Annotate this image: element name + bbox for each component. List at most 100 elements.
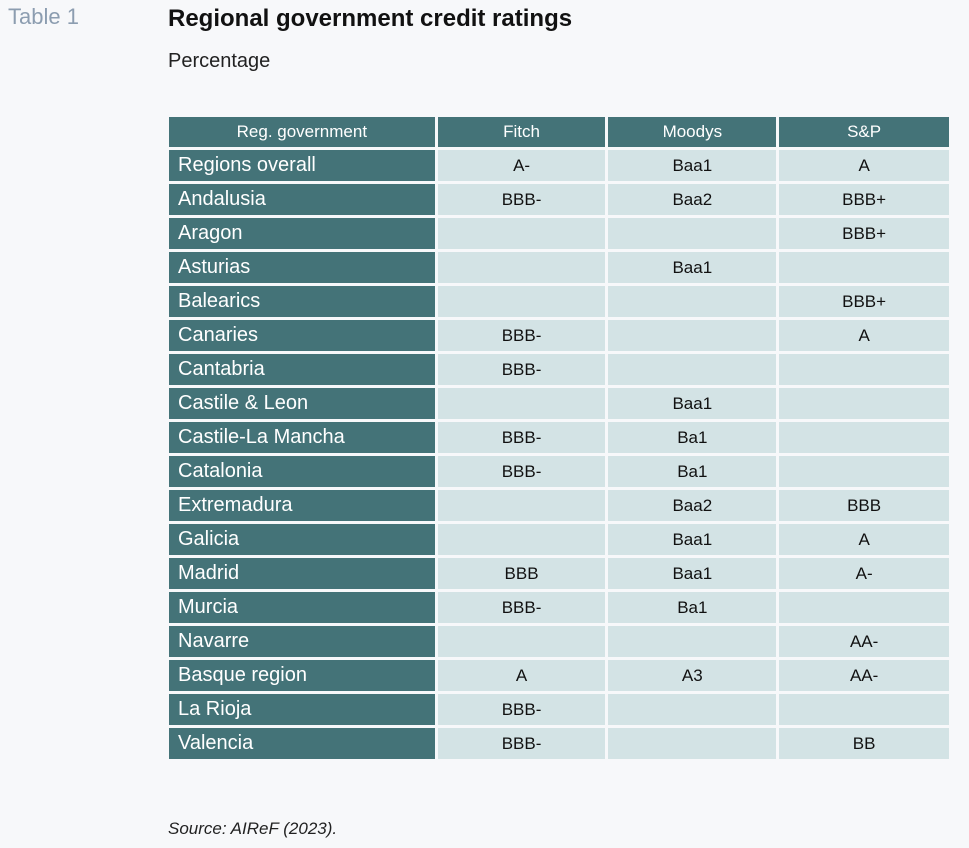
moodys-cell bbox=[608, 694, 777, 725]
fitch-cell: BBB bbox=[437, 558, 606, 589]
region-cell: Castile-La Mancha bbox=[169, 422, 435, 453]
moodys-cell bbox=[608, 354, 777, 385]
sp-cell bbox=[779, 592, 949, 623]
fitch-cell bbox=[437, 388, 606, 419]
header-sp: S&P bbox=[779, 117, 949, 147]
table-row: Valencia BBB- BB bbox=[169, 728, 949, 759]
table-row: Madrid BBB Baa1 A- bbox=[169, 558, 949, 589]
fitch-cell: A- bbox=[437, 150, 606, 181]
table-row: Canaries BBB- A bbox=[169, 320, 949, 351]
header-row: Reg. government Fitch Moodys S&P bbox=[169, 117, 949, 147]
table-subtitle: Percentage bbox=[168, 50, 271, 72]
fitch-cell: BBB- bbox=[437, 320, 606, 351]
table-row: Galicia Baa1 A bbox=[169, 524, 949, 555]
ratings-table: Reg. government Fitch Moodys S&P Regions… bbox=[166, 114, 952, 762]
table-row: Cantabria BBB- bbox=[169, 354, 949, 385]
region-cell: Extremadura bbox=[169, 490, 435, 521]
sp-cell bbox=[779, 252, 949, 283]
sp-cell bbox=[779, 422, 949, 453]
sp-cell: AA- bbox=[779, 626, 949, 657]
sp-cell: AA- bbox=[779, 660, 949, 691]
fitch-cell: BBB- bbox=[437, 354, 606, 385]
region-cell: Catalonia bbox=[169, 456, 435, 487]
moodys-cell: Baa2 bbox=[608, 490, 777, 521]
table-row: Andalusia BBB- Baa2 BBB+ bbox=[169, 184, 949, 215]
moodys-cell: Ba1 bbox=[608, 422, 777, 453]
region-cell: Madrid bbox=[169, 558, 435, 589]
fitch-cell bbox=[437, 218, 606, 249]
region-cell: Regions overall bbox=[169, 150, 435, 181]
fitch-cell: BBB- bbox=[437, 728, 606, 759]
moodys-cell: Baa1 bbox=[608, 524, 777, 555]
region-cell: La Rioja bbox=[169, 694, 435, 725]
fitch-cell bbox=[437, 626, 606, 657]
table-row: Murcia BBB- Ba1 bbox=[169, 592, 949, 623]
fitch-cell: BBB- bbox=[437, 422, 606, 453]
sp-cell: BBB+ bbox=[779, 184, 949, 215]
moodys-cell: Ba1 bbox=[608, 456, 777, 487]
sp-cell: BBB bbox=[779, 490, 949, 521]
moodys-cell: Baa1 bbox=[608, 558, 777, 589]
region-cell: Asturias bbox=[169, 252, 435, 283]
fitch-cell bbox=[437, 490, 606, 521]
region-cell: Valencia bbox=[169, 728, 435, 759]
sp-cell: BBB+ bbox=[779, 286, 949, 317]
moodys-cell bbox=[608, 286, 777, 317]
region-cell: Basque region bbox=[169, 660, 435, 691]
fitch-cell: BBB- bbox=[437, 694, 606, 725]
region-cell: Cantabria bbox=[169, 354, 435, 385]
table-row: Asturias Baa1 bbox=[169, 252, 949, 283]
source-note: Source: AIReF (2023). bbox=[168, 819, 338, 838]
table-row: Aragon BBB+ bbox=[169, 218, 949, 249]
moodys-cell bbox=[608, 626, 777, 657]
fitch-cell: BBB- bbox=[437, 184, 606, 215]
fitch-cell: BBB- bbox=[437, 456, 606, 487]
moodys-cell bbox=[608, 728, 777, 759]
sp-cell: A bbox=[779, 524, 949, 555]
moodys-cell bbox=[608, 320, 777, 351]
sp-cell bbox=[779, 388, 949, 419]
moodys-cell: Baa1 bbox=[608, 388, 777, 419]
moodys-cell: Baa1 bbox=[608, 252, 777, 283]
sp-cell: A bbox=[779, 320, 949, 351]
region-cell: Balearics bbox=[169, 286, 435, 317]
region-cell: Galicia bbox=[169, 524, 435, 555]
region-cell: Murcia bbox=[169, 592, 435, 623]
table-row: Basque region A A3 AA- bbox=[169, 660, 949, 691]
header-fitch: Fitch bbox=[437, 117, 606, 147]
table-row: Navarre AA- bbox=[169, 626, 949, 657]
table-row: Catalonia BBB- Ba1 bbox=[169, 456, 949, 487]
region-cell: Aragon bbox=[169, 218, 435, 249]
sp-cell bbox=[779, 456, 949, 487]
table-row: Castile & Leon Baa1 bbox=[169, 388, 949, 419]
table-row: Extremadura Baa2 BBB bbox=[169, 490, 949, 521]
moodys-cell bbox=[608, 218, 777, 249]
region-cell: Castile & Leon bbox=[169, 388, 435, 419]
table-body: Regions overall A- Baa1 A Andalusia BBB- Baa2 B… bbox=[169, 150, 949, 759]
ratings-table-container: Reg. government Fitch Moodys S&P Regions… bbox=[169, 117, 955, 762]
header-moodys: Moodys bbox=[608, 117, 777, 147]
sp-cell bbox=[779, 694, 949, 725]
sp-cell: BB bbox=[779, 728, 949, 759]
fitch-cell bbox=[437, 524, 606, 555]
sp-cell: BBB+ bbox=[779, 218, 949, 249]
moodys-cell: A3 bbox=[608, 660, 777, 691]
sp-cell bbox=[779, 354, 949, 385]
region-cell: Canaries bbox=[169, 320, 435, 351]
table-row: La Rioja BBB- bbox=[169, 694, 949, 725]
sp-cell: A- bbox=[779, 558, 949, 589]
moodys-cell: Baa1 bbox=[608, 150, 777, 181]
moodys-cell: Baa2 bbox=[608, 184, 777, 215]
table-title: Regional government credit ratings bbox=[168, 5, 573, 32]
table-row: Castile-La Mancha BBB- Ba1 bbox=[169, 422, 949, 453]
moodys-cell: Ba1 bbox=[608, 592, 777, 623]
sp-cell: A bbox=[779, 150, 949, 181]
table-number-label: Table 1 bbox=[8, 4, 79, 29]
fitch-cell: BBB- bbox=[437, 592, 606, 623]
fitch-cell: A bbox=[437, 660, 606, 691]
fitch-cell bbox=[437, 252, 606, 283]
fitch-cell bbox=[437, 286, 606, 317]
table-row: Regions overall A- Baa1 A bbox=[169, 150, 949, 181]
header-reg-government: Reg. government bbox=[169, 117, 435, 147]
table-row: Balearics BBB+ bbox=[169, 286, 949, 317]
